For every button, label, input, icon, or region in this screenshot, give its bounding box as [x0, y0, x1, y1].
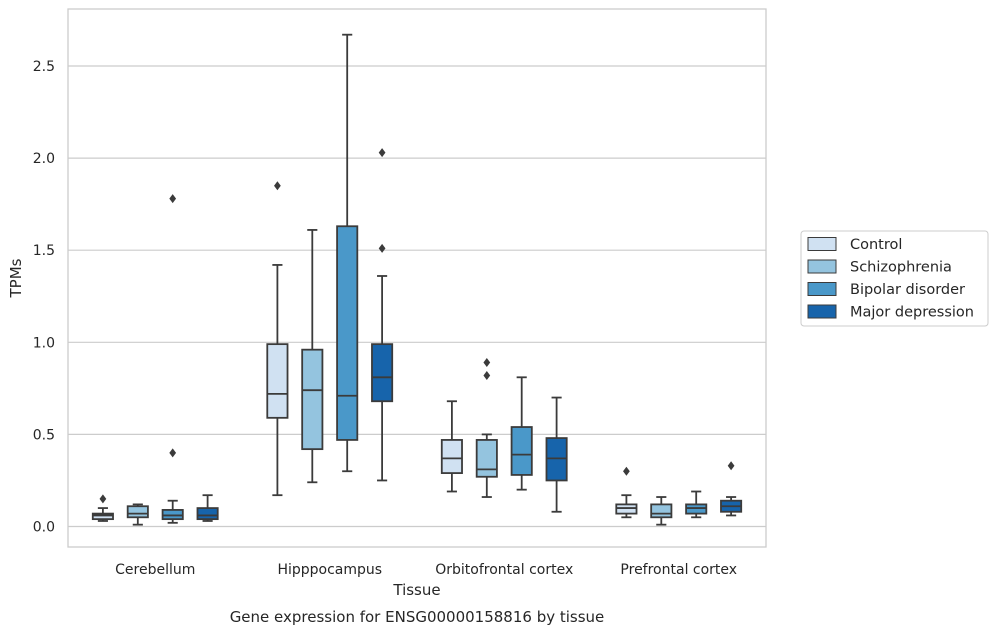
box — [371, 343, 394, 403]
chart-caption: Gene expression for ENSG00000158816 by t… — [230, 608, 605, 626]
x-axis-title: Tissue — [392, 581, 440, 599]
outlier-point — [378, 243, 386, 253]
y-axis-title: TPMs — [7, 258, 25, 298]
y-axis-ticks: 0.0 0.5 1.0 1.5 2.0 2.5 — [33, 59, 55, 536]
box — [196, 507, 219, 521]
legend-swatch — [807, 237, 837, 251]
y-tick-label: 2.0 — [33, 151, 55, 167]
outlier-point — [99, 494, 107, 504]
box-group — [650, 496, 673, 526]
box-group — [91, 494, 114, 522]
y-tick-label: 0.0 — [33, 520, 55, 536]
x-axis-ticks: Cerebellum Hipppocampus Orbitofrontal cort… — [115, 562, 737, 578]
legend-label: Major depression — [850, 305, 974, 321]
gridlines — [68, 65, 766, 528]
y-tick-label: 0.5 — [33, 427, 55, 443]
box-group — [440, 400, 463, 493]
box-group — [510, 376, 533, 491]
x-tick-label: Cerebellum — [115, 562, 195, 578]
legend-frame — [800, 230, 989, 327]
x-tick-label: Prefrontal cortex — [620, 562, 737, 578]
box-group — [196, 494, 219, 522]
box — [126, 505, 149, 519]
box-group — [685, 490, 708, 519]
outlier-point — [169, 448, 177, 458]
outlier-point — [274, 181, 281, 191]
box — [161, 509, 184, 521]
box — [545, 437, 568, 482]
outlier-point — [378, 148, 386, 158]
outlier-point — [727, 461, 735, 471]
box-group — [475, 358, 498, 498]
box — [301, 348, 324, 451]
legend-label: Schizophrenia — [850, 260, 952, 276]
box-group — [615, 466, 638, 519]
outlier-point — [169, 194, 177, 204]
box — [510, 426, 533, 476]
box — [650, 503, 673, 519]
box-group — [720, 461, 743, 517]
x-tick-label: Orbitofrontal cortex — [435, 562, 573, 578]
box — [685, 503, 708, 515]
outlier-point — [483, 358, 491, 368]
legend-label: Bipolar disorder — [850, 282, 965, 298]
box-group — [371, 148, 394, 482]
box — [440, 439, 463, 474]
box-group — [126, 503, 149, 526]
outlier-point — [483, 370, 491, 380]
box — [475, 439, 498, 478]
box-group — [336, 33, 359, 473]
box-series — [91, 33, 743, 526]
box-group — [161, 194, 184, 524]
legend-swatch — [807, 282, 837, 296]
box-group — [266, 181, 289, 497]
box — [615, 503, 638, 515]
box — [336, 225, 359, 441]
box — [266, 343, 289, 419]
legend-label: Control — [850, 237, 902, 253]
x-tick-label: Hipppocampus — [277, 562, 382, 578]
legend-swatch — [807, 259, 837, 274]
box-group — [301, 229, 324, 484]
y-tick-label: 2.5 — [33, 59, 55, 75]
box — [91, 512, 114, 521]
legend: Control Schizophrenia Bipolar disorder Majo… — [800, 230, 989, 327]
legend-swatch — [807, 304, 837, 319]
y-tick-label: 1.5 — [33, 243, 55, 259]
box-group — [545, 396, 568, 513]
outlier-point — [623, 466, 630, 476]
y-tick-label: 1.0 — [33, 335, 55, 351]
plot-area-frame — [67, 8, 767, 548]
